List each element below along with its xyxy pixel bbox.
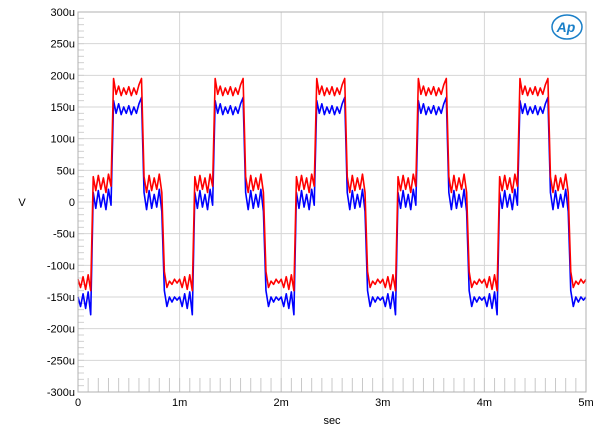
series-group xyxy=(77,77,587,316)
series-line-0 xyxy=(77,77,587,292)
y-tick-label: -300u xyxy=(47,387,75,399)
y-tick-label: 250u xyxy=(51,39,75,51)
x-tick-label: 5m xyxy=(578,397,593,409)
y-tick-label: 50u xyxy=(57,165,75,177)
y-tick-label: 300u xyxy=(51,7,75,19)
x-tick-label: 2m xyxy=(274,397,289,409)
x-tick-label: 1m xyxy=(172,397,187,409)
grid xyxy=(77,11,587,393)
y-tick-label: 100u xyxy=(51,134,75,146)
x-axis-label: sec xyxy=(323,415,341,427)
y-tick-label: 200u xyxy=(51,70,75,82)
x-tick-label: 0 xyxy=(75,397,81,409)
y-tick-label: -50u xyxy=(53,229,75,241)
series-line-1 xyxy=(77,96,587,316)
y-tick-labels: 300u 250u 200u 150u 100u 50u 0 -50u -100u -150u -2… xyxy=(47,7,75,399)
y-tick-label: -250u xyxy=(47,355,75,367)
y-tick-label: -100u xyxy=(47,260,75,272)
y-axis-label: V xyxy=(18,197,26,209)
svg-text:Ap: Ap xyxy=(556,19,576,35)
x-tick-labels: 0 1m 2m 3m 4m 5m xyxy=(75,397,594,409)
x-tick-label: 3m xyxy=(375,397,390,409)
plot-frame xyxy=(77,11,587,393)
x-tick-label: 4m xyxy=(477,397,492,409)
ap-logo: Ap xyxy=(551,14,583,40)
y-tick-label: -200u xyxy=(47,324,75,336)
y-tick-label: 150u xyxy=(51,102,75,114)
y-tick-label: -150u xyxy=(47,292,75,304)
y-tick-label: 0 xyxy=(69,197,75,209)
minor-ticks xyxy=(78,17,577,392)
